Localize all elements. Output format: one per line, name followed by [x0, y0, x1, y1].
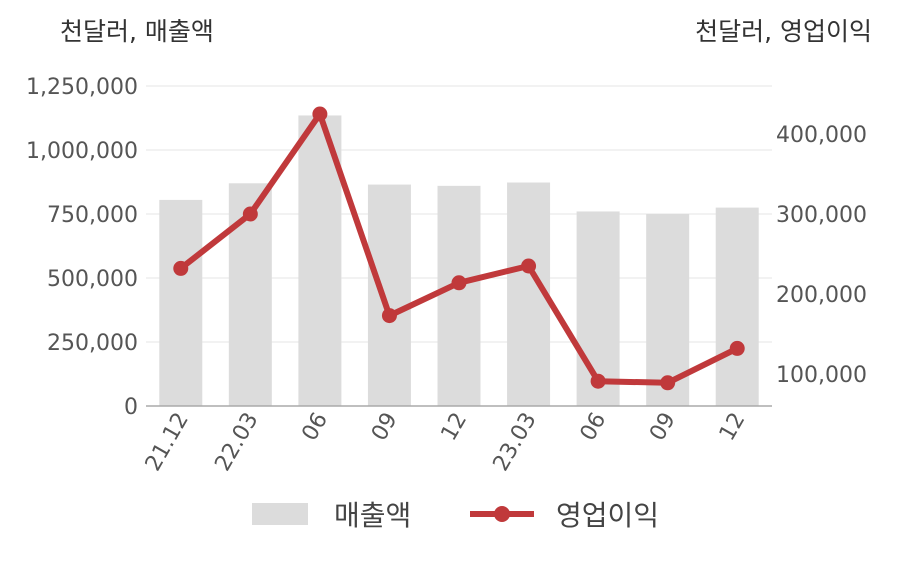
x-axis-tick-label: 09 — [367, 409, 403, 446]
x-axis-tick-label: 12 — [437, 409, 473, 446]
x-axis-tick-label: 23.03 — [489, 409, 542, 476]
x-axis-tick-label: 12 — [715, 409, 751, 446]
legend-label-revenue: 매출액 — [334, 499, 412, 532]
revenue-bar — [367, 184, 411, 406]
legend-label-operating-profit: 영업이익 — [556, 499, 660, 532]
x-axis-tick-label: 09 — [645, 409, 681, 446]
x-axis-tick-label: 21.12 — [141, 409, 194, 476]
revenue-operating-profit-chart: 0 250,000 500,000 750,000 1,000,000 1,250,000… — [26, 75, 867, 476]
x-axis-tick-label: 06 — [297, 409, 333, 446]
revenue-bar — [437, 185, 481, 406]
legend-item-operating-profit[interactable]: 영업이익 — [470, 494, 659, 534]
x-axis-tick-label: 06 — [576, 409, 612, 446]
x-axis-tick-label: 22.03 — [210, 409, 263, 476]
left-axis-tick-label: 250,000 — [47, 331, 138, 356]
right-axis-unit-label: 천달러, 영업이익 — [695, 17, 872, 46]
legend: 매출액 영업이익 — [0, 494, 908, 534]
left-axis-tick-label: 500,000 — [47, 267, 138, 292]
left-axis-tick-label: 1,250,000 — [26, 75, 138, 100]
left-axis-tick-label: 0 — [124, 395, 138, 420]
revenue-bar — [576, 211, 620, 406]
operating-profit-point — [521, 258, 537, 274]
right-axis-tick-label: 400,000 — [776, 123, 867, 148]
operating-profit-point — [729, 340, 745, 356]
right-axis-tick-label: 100,000 — [776, 363, 867, 388]
operating-profit-point — [451, 275, 467, 291]
right-axis-tick-label: 300,000 — [776, 203, 867, 228]
right-axis-tick-label: 200,000 — [776, 283, 867, 308]
operating-profit-point — [590, 373, 606, 389]
legend-item-revenue[interactable]: 매출액 — [252, 494, 411, 534]
left-axis-unit-label: 천달러, 매출액 — [60, 17, 214, 46]
operating-profit-point — [312, 106, 328, 122]
revenue-bars — [159, 115, 759, 406]
operating-profit-line — [173, 106, 745, 391]
operating-profit-point — [660, 375, 676, 391]
legend-line-swatch — [470, 503, 534, 525]
left-axis-tick-label: 750,000 — [47, 203, 138, 228]
revenue-bar — [159, 199, 203, 406]
operating-profit-point — [381, 308, 397, 324]
left-axis-tick-label: 1,000,000 — [26, 139, 138, 164]
operating-profit-point — [173, 260, 189, 276]
revenue-bar — [715, 207, 759, 406]
operating-profit-point — [242, 206, 258, 222]
legend-bar-swatch — [252, 503, 308, 525]
